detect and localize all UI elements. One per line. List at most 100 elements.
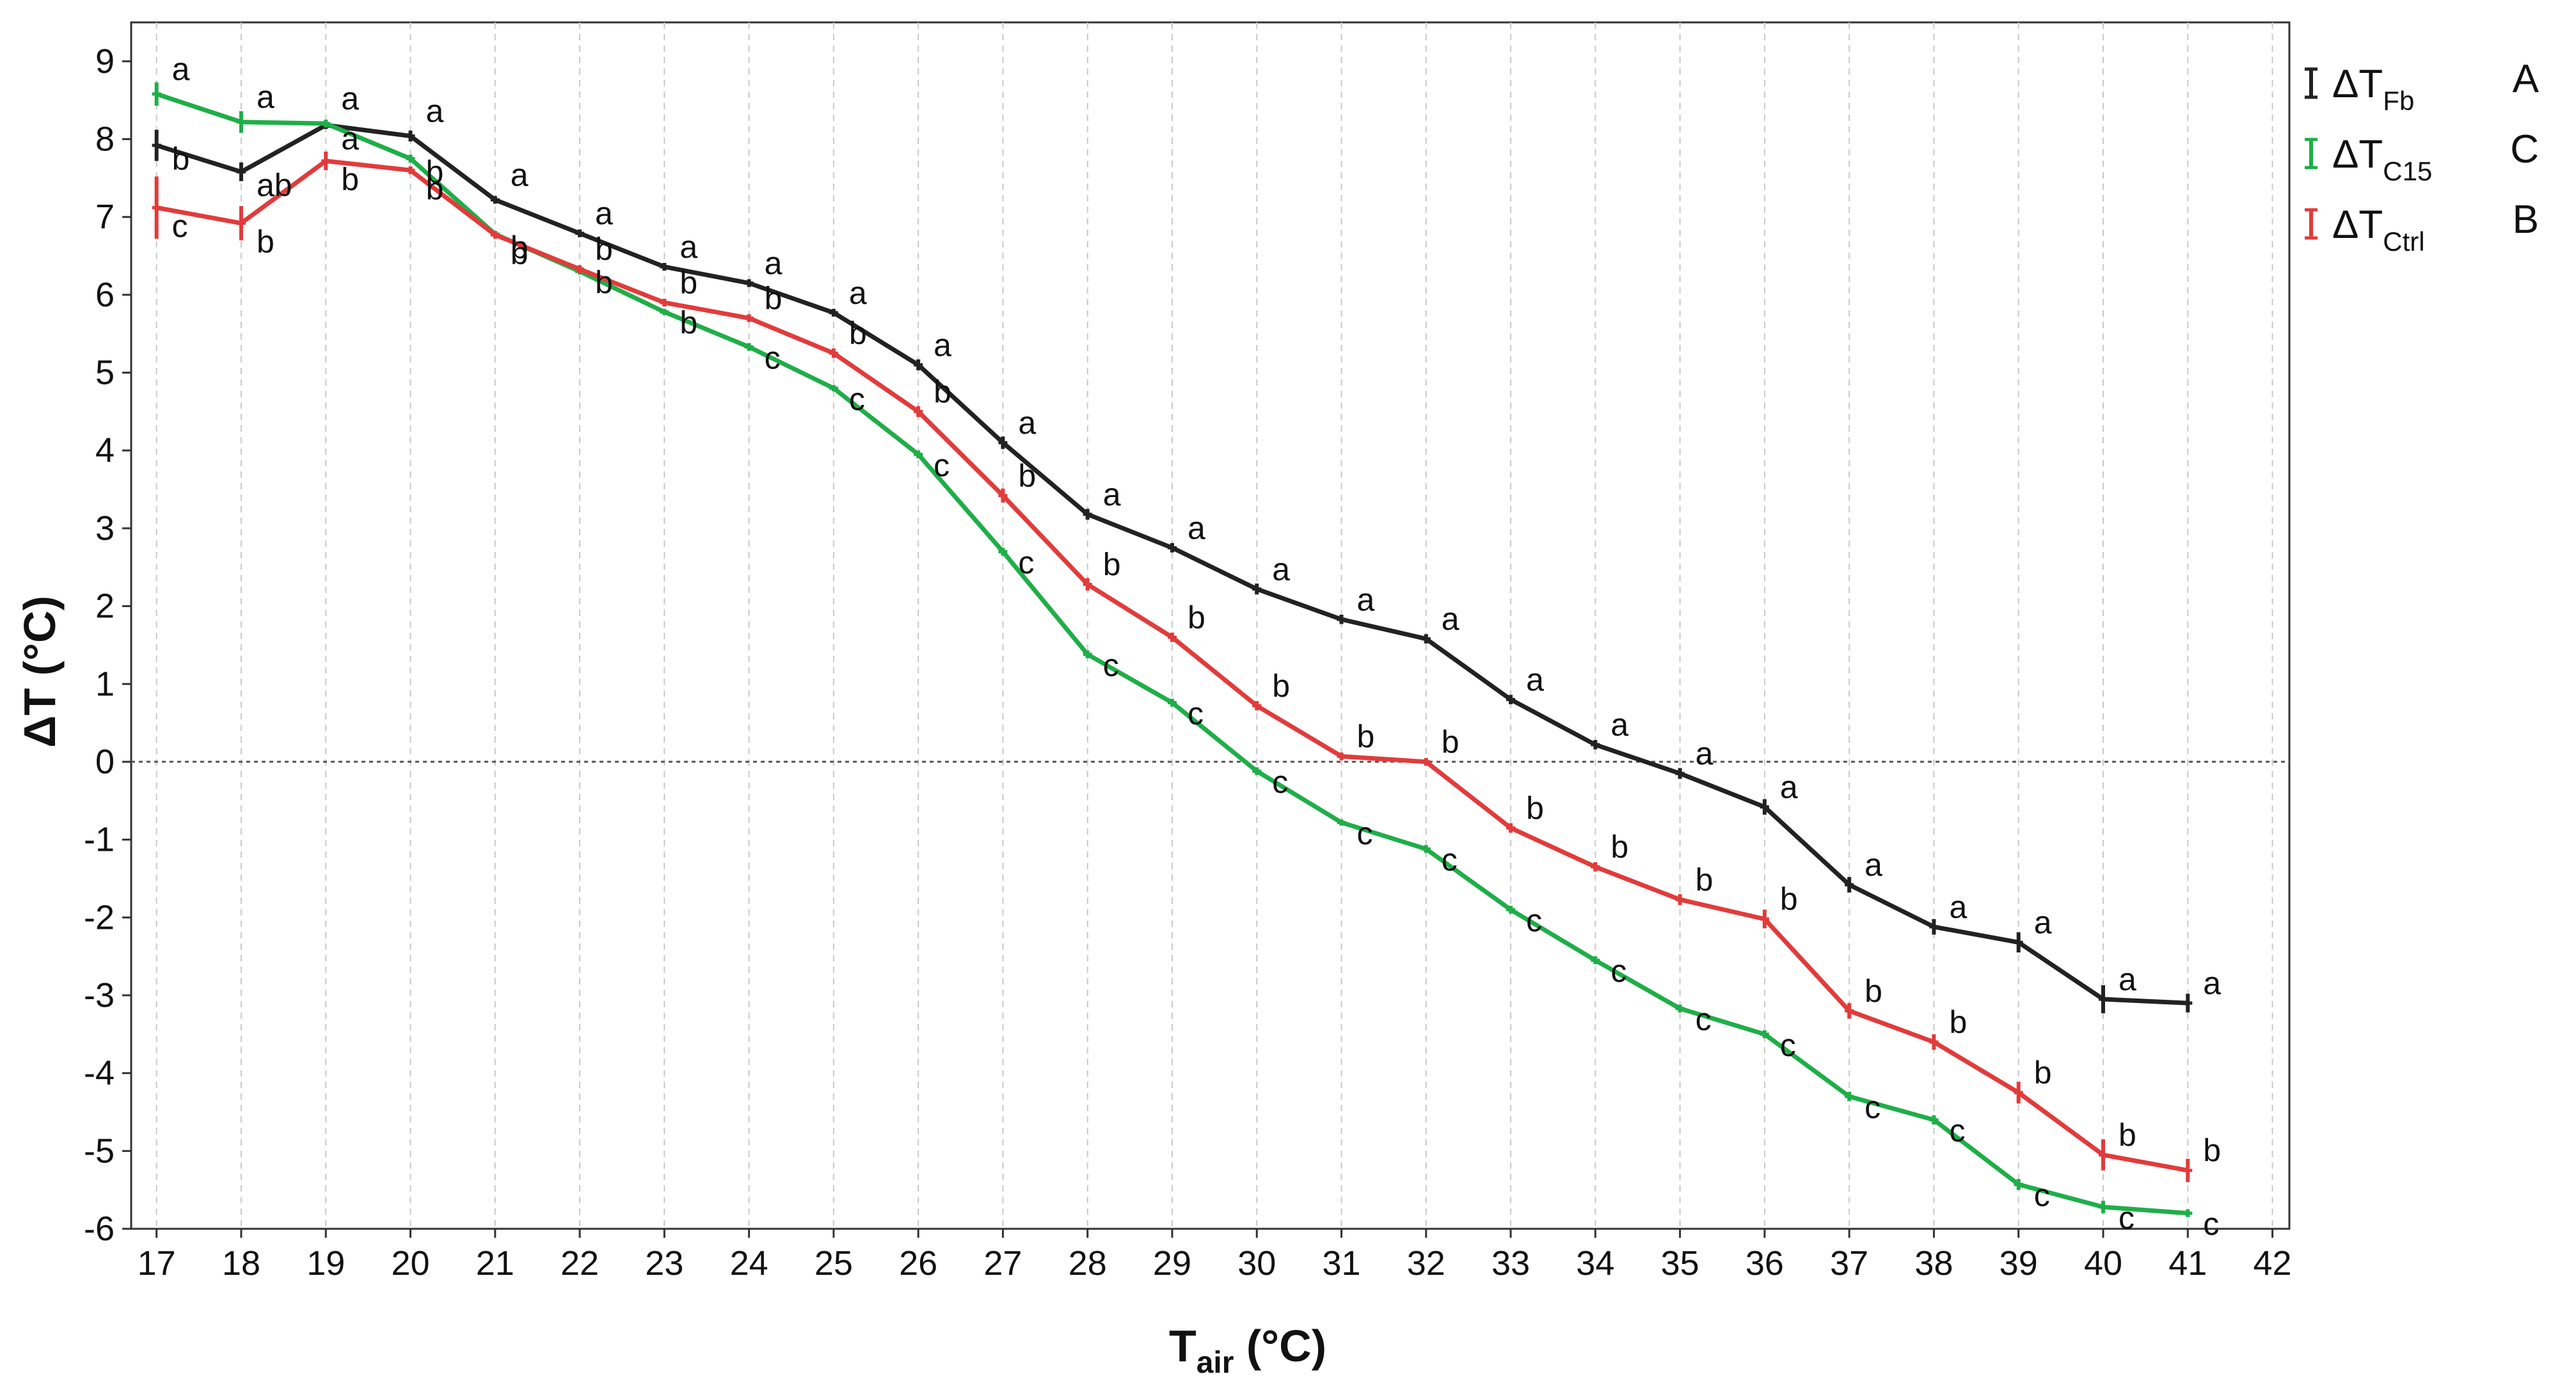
- legend-group-letter: C: [2510, 127, 2539, 171]
- y-tick-label: 2: [95, 587, 115, 626]
- significance-letter: a: [172, 51, 190, 87]
- significance-letter: b: [511, 235, 529, 271]
- significance-letter: a: [595, 196, 613, 232]
- significance-letter: c: [2203, 1206, 2219, 1242]
- x-tick-label: 42: [2254, 1244, 2292, 1283]
- significance-letter: a: [2119, 961, 2136, 997]
- significance-letter: b: [1272, 668, 1290, 704]
- significance-letter: a: [1780, 770, 1798, 805]
- significance-letter: b: [1442, 724, 1459, 760]
- significance-letter: b: [1696, 862, 1713, 897]
- significance-letter: a: [341, 81, 359, 116]
- x-tick-label: 33: [1491, 1244, 1530, 1283]
- significance-letter: a: [1357, 581, 1375, 617]
- legend-label: ΔTFb: [2332, 62, 2414, 116]
- significance-letter: a: [934, 327, 951, 363]
- x-tick-label: 28: [1069, 1244, 1107, 1283]
- y-tick-label: 6: [95, 276, 115, 314]
- significance-letter: c: [765, 340, 781, 375]
- significance-letter: a: [511, 157, 529, 193]
- plot-frame: [130, 21, 2291, 1230]
- legend-group-letter: B: [2513, 198, 2539, 242]
- significance-letter: a: [680, 229, 697, 265]
- x-tick-label: 38: [1914, 1244, 1953, 1283]
- significance-letter: b: [1780, 881, 1798, 917]
- x-tick-label: 41: [2168, 1244, 2207, 1283]
- significance-letter: a: [1272, 551, 1290, 587]
- series-ctrl: [152, 151, 2193, 1182]
- significance-letter: a: [1018, 405, 1036, 441]
- x-axis: 17 18 19 20 21 22 23 24 25 26 27 28 29 30 31 32 33 34 35 36…: [138, 1229, 2292, 1283]
- significance-letter: c: [1864, 1089, 1880, 1125]
- x-tick-label: 22: [561, 1244, 599, 1283]
- significance-letter: b: [680, 305, 697, 341]
- y-tick-label: 1: [95, 665, 115, 703]
- significance-letter: a: [1949, 889, 1967, 925]
- significance-letter: c: [934, 447, 950, 483]
- x-tick-label: 30: [1237, 1244, 1276, 1283]
- x-tick-label: 32: [1407, 1244, 1445, 1283]
- significance-letter: c: [1949, 1113, 1965, 1149]
- series-lines: [152, 82, 2193, 1217]
- significance-letter: a: [341, 121, 359, 157]
- legend-label: ΔTC15: [2332, 132, 2432, 186]
- x-tick-label: 23: [645, 1244, 683, 1283]
- significance-letter: a: [1103, 477, 1121, 512]
- significance-letter: c: [1272, 764, 1288, 800]
- series-line: [155, 91, 2188, 1216]
- x-tick-label: 27: [983, 1244, 1022, 1283]
- significance-letter: c: [1442, 842, 1458, 878]
- significance-letter: c: [1780, 1027, 1796, 1063]
- significance-letter: b: [680, 265, 697, 301]
- y-tick-label: 7: [95, 198, 115, 236]
- significance-letter: b: [1103, 547, 1121, 583]
- y-tick-label: 5: [95, 354, 115, 392]
- y-tick-label: -4: [84, 1054, 115, 1093]
- significance-letter: a: [1610, 707, 1628, 743]
- y-axis: -6 -5 -4 -3 -2 -1 0 1 2 3 4 5 6 7 8 9: [84, 42, 131, 1248]
- significance-letter: b: [595, 232, 613, 267]
- x-tick-label: 36: [1745, 1244, 1784, 1283]
- y-tick-label: -6: [84, 1210, 115, 1248]
- x-tick-label: 35: [1661, 1244, 1699, 1283]
- y-tick-label: -2: [84, 898, 115, 936]
- significance-letter: b: [511, 230, 529, 265]
- significance-letter: c: [1188, 695, 1204, 731]
- significance-letter: b: [2203, 1133, 2221, 1169]
- series-fb: [152, 121, 2193, 1013]
- significance-letter: b: [1357, 718, 1375, 754]
- significance-letter: b: [765, 280, 783, 316]
- legend: ΔTFb A ΔTC15 C ΔTCtrl B: [2305, 57, 2540, 257]
- x-tick-label: 24: [730, 1244, 768, 1283]
- x-tick-label: 31: [1322, 1244, 1360, 1283]
- significance-letter: a: [1188, 510, 1205, 546]
- x-axis-title-main: T: [1169, 1321, 1197, 1371]
- significance-letter: c: [849, 381, 865, 417]
- significance-letter: b: [934, 374, 951, 409]
- significance-letter: c: [1610, 953, 1626, 989]
- x-tick-label: 39: [2000, 1244, 2038, 1283]
- significance-letter: b: [426, 154, 444, 190]
- x-tick-label: 21: [476, 1244, 514, 1283]
- x-axis-title: Tair (°C): [1169, 1321, 1326, 1380]
- y-tick-label: 4: [95, 431, 115, 470]
- x-tick-label: 37: [1830, 1244, 1868, 1283]
- significance-letter: b: [1949, 1004, 1967, 1040]
- y-tick-label: -1: [84, 821, 115, 859]
- plot-border: [130, 21, 2291, 1230]
- significance-letter: c: [1018, 544, 1034, 580]
- significance-letter: b: [595, 264, 613, 300]
- significance-letter: a: [2034, 904, 2052, 940]
- y-tick-label: 3: [95, 509, 115, 548]
- significance-letter: a: [1864, 847, 1882, 883]
- significance-letter: b: [1018, 458, 1036, 494]
- significance-letter: c: [1357, 816, 1373, 851]
- x-axis-title-suffix: (°C): [1234, 1321, 1326, 1371]
- significance-letter: b: [341, 162, 359, 198]
- y-axis-title: ΔT (°C): [15, 596, 65, 748]
- significance-letter: b: [1188, 599, 1205, 635]
- significance-letter: c: [1103, 647, 1119, 683]
- y-tick-label: 8: [95, 120, 115, 159]
- significance-letter: c: [172, 209, 188, 244]
